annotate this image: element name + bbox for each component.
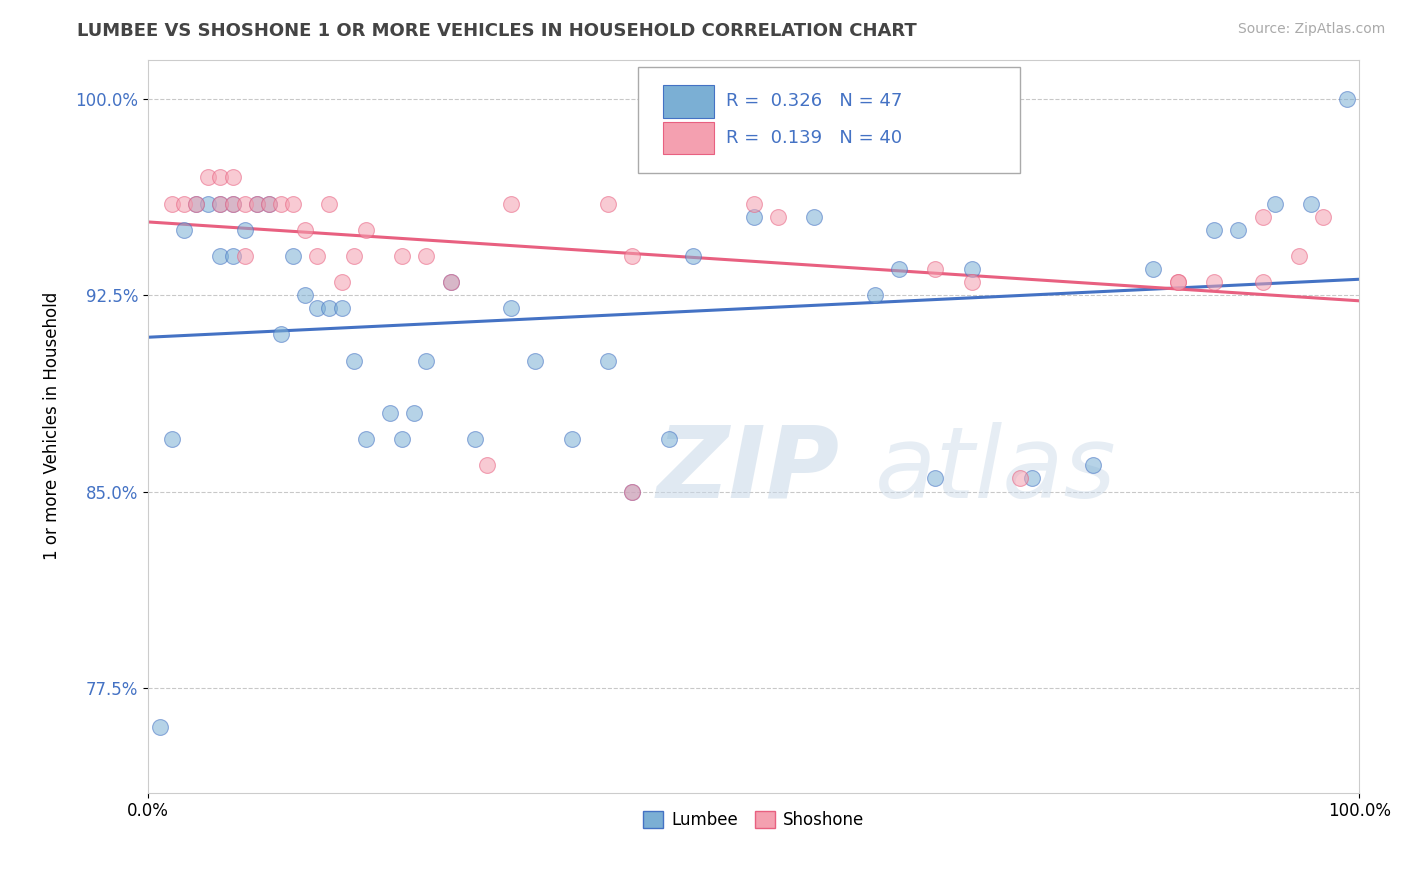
Point bbox=[621, 249, 644, 263]
Point bbox=[209, 170, 232, 185]
Point bbox=[160, 432, 183, 446]
Point bbox=[598, 353, 620, 368]
Point bbox=[197, 196, 219, 211]
Point bbox=[960, 262, 983, 277]
Text: R =  0.139   N = 40: R = 0.139 N = 40 bbox=[725, 129, 901, 147]
Point bbox=[307, 301, 329, 316]
Point bbox=[209, 249, 232, 263]
Point bbox=[524, 353, 547, 368]
Text: atlas: atlas bbox=[875, 422, 1116, 518]
Point bbox=[330, 275, 353, 289]
Point bbox=[197, 170, 219, 185]
Point bbox=[924, 262, 946, 277]
Point bbox=[621, 484, 644, 499]
Point bbox=[404, 406, 426, 420]
Point bbox=[257, 196, 280, 211]
Point bbox=[621, 484, 644, 499]
Point bbox=[330, 301, 353, 316]
Point bbox=[257, 196, 280, 211]
Point bbox=[246, 196, 269, 211]
Point bbox=[1081, 458, 1104, 473]
Point bbox=[464, 432, 486, 446]
Point bbox=[863, 288, 886, 302]
Point bbox=[1312, 210, 1334, 224]
Point bbox=[294, 223, 316, 237]
Point bbox=[1299, 196, 1322, 211]
Point bbox=[475, 458, 498, 473]
Point bbox=[501, 301, 523, 316]
Text: R =  0.326   N = 47: R = 0.326 N = 47 bbox=[725, 93, 903, 111]
Point bbox=[318, 196, 340, 211]
Text: LUMBEE VS SHOSHONE 1 OR MORE VEHICLES IN HOUSEHOLD CORRELATION CHART: LUMBEE VS SHOSHONE 1 OR MORE VEHICLES IN… bbox=[77, 22, 917, 40]
Point bbox=[1227, 223, 1250, 237]
Point bbox=[221, 249, 243, 263]
Point bbox=[440, 275, 463, 289]
Text: Source: ZipAtlas.com: Source: ZipAtlas.com bbox=[1237, 22, 1385, 37]
Point bbox=[209, 196, 232, 211]
Point bbox=[598, 196, 620, 211]
Point bbox=[281, 249, 304, 263]
Point bbox=[233, 223, 256, 237]
Point bbox=[354, 223, 377, 237]
Point bbox=[1264, 196, 1286, 211]
Point bbox=[221, 196, 243, 211]
Point bbox=[682, 249, 704, 263]
Point bbox=[501, 196, 523, 211]
Point bbox=[186, 196, 208, 211]
Point bbox=[281, 196, 304, 211]
Point bbox=[186, 196, 208, 211]
Point bbox=[221, 196, 243, 211]
Point bbox=[343, 249, 366, 263]
Point bbox=[1204, 275, 1226, 289]
Point bbox=[1167, 275, 1189, 289]
Point bbox=[803, 210, 825, 224]
Point bbox=[294, 288, 316, 302]
Point bbox=[209, 196, 232, 211]
Point bbox=[766, 210, 789, 224]
Point bbox=[415, 353, 437, 368]
Point bbox=[307, 249, 329, 263]
Point bbox=[561, 432, 583, 446]
Point bbox=[391, 249, 413, 263]
Point bbox=[887, 262, 910, 277]
Legend: Lumbee, Shoshone: Lumbee, Shoshone bbox=[637, 804, 870, 836]
Point bbox=[221, 170, 243, 185]
Point bbox=[270, 327, 292, 342]
Point bbox=[318, 301, 340, 316]
Point bbox=[1010, 471, 1032, 485]
Point bbox=[924, 471, 946, 485]
Point bbox=[742, 196, 765, 211]
Point bbox=[270, 196, 292, 211]
Point bbox=[354, 432, 377, 446]
Point bbox=[1288, 249, 1310, 263]
FancyBboxPatch shape bbox=[662, 122, 714, 154]
Point bbox=[1204, 223, 1226, 237]
Point bbox=[233, 196, 256, 211]
Point bbox=[246, 196, 269, 211]
Point bbox=[1251, 275, 1274, 289]
Point bbox=[173, 223, 195, 237]
Point bbox=[378, 406, 401, 420]
Point bbox=[1167, 275, 1189, 289]
Point bbox=[149, 720, 172, 734]
Point bbox=[343, 353, 366, 368]
Point bbox=[742, 210, 765, 224]
Point bbox=[1336, 92, 1358, 106]
Point bbox=[415, 249, 437, 263]
FancyBboxPatch shape bbox=[662, 86, 714, 118]
Point bbox=[391, 432, 413, 446]
Point bbox=[160, 196, 183, 211]
Point bbox=[440, 275, 463, 289]
Point bbox=[1251, 210, 1274, 224]
Point bbox=[1021, 471, 1043, 485]
FancyBboxPatch shape bbox=[638, 67, 1021, 173]
Point bbox=[658, 432, 681, 446]
Point bbox=[960, 275, 983, 289]
Point bbox=[173, 196, 195, 211]
Text: ZIP: ZIP bbox=[657, 422, 839, 518]
Y-axis label: 1 or more Vehicles in Household: 1 or more Vehicles in Household bbox=[44, 292, 60, 560]
Point bbox=[1142, 262, 1164, 277]
Point bbox=[233, 249, 256, 263]
